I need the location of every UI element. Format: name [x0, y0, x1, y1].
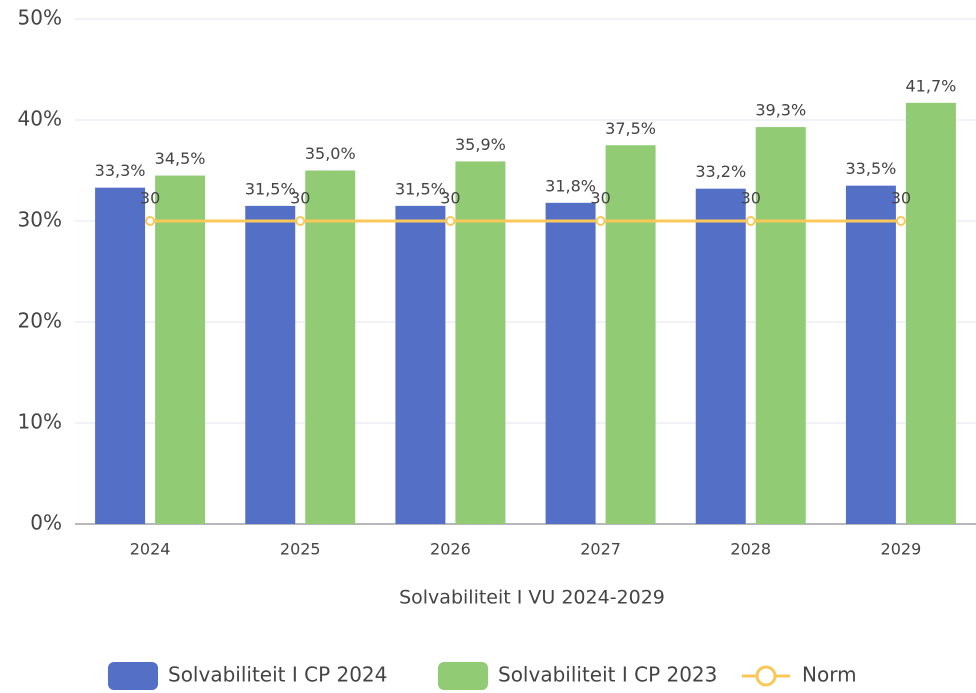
norm-point	[895, 216, 906, 226]
norm-point	[595, 216, 606, 226]
norm-point	[145, 216, 156, 226]
bar	[455, 161, 506, 524]
legend-icon	[438, 662, 488, 690]
x-tick-label: 2029	[881, 540, 922, 559]
norm-point	[745, 216, 756, 226]
bar-value-label: 33,5%	[846, 159, 897, 178]
bar-value-label: 35,9%	[455, 135, 506, 154]
bar-value-label: 31,5%	[395, 179, 446, 198]
y-tick-label: 10%	[18, 410, 62, 434]
legend-icon	[755, 665, 777, 687]
x-tick-label: 2024	[130, 540, 171, 559]
bar-value-label: 41,7%	[906, 76, 957, 95]
bar	[695, 188, 746, 524]
bar	[245, 205, 296, 524]
bar-value-label: 34,5%	[155, 149, 206, 168]
bar-value-label: 33,2%	[695, 162, 746, 181]
bar-value-label: 39,3%	[755, 101, 806, 120]
norm-point	[295, 216, 306, 226]
x-tick-label: 2025	[280, 540, 321, 559]
bar-value-label: 31,5%	[245, 179, 296, 198]
bar-value-label: 35,0%	[305, 144, 356, 163]
legend-label: Norm	[802, 663, 857, 687]
norm-label: 30	[140, 189, 160, 208]
legend-icon	[108, 662, 158, 690]
norm-point	[445, 216, 456, 226]
bar	[305, 170, 356, 524]
bar	[605, 145, 656, 524]
bar	[755, 127, 806, 524]
bar-value-label: 37,5%	[605, 119, 656, 138]
bar	[905, 102, 956, 524]
legend-label: Solvabiliteit I CP 2023	[498, 663, 717, 687]
y-tick-label: 40%	[18, 107, 62, 131]
norm-label: 30	[590, 189, 610, 208]
y-tick-label: 50%	[18, 6, 62, 30]
bar	[845, 185, 896, 524]
bar	[395, 205, 446, 524]
legend-label: Solvabiliteit I CP 2024	[168, 663, 387, 687]
norm-label: 30	[290, 189, 310, 208]
x-tick-label: 2026	[430, 540, 471, 559]
y-tick-label: 30%	[18, 208, 62, 232]
bar-value-label: 31,8%	[545, 176, 596, 195]
bar	[155, 175, 206, 525]
norm-label: 30	[440, 189, 460, 208]
y-tick-label: 0%	[30, 511, 62, 535]
bar-value-label: 33,3%	[95, 161, 146, 180]
bar	[95, 187, 146, 525]
y-tick-label: 20%	[18, 309, 62, 333]
x-axis-label: Solvabiliteit I VU 2024-2029	[399, 587, 665, 609]
x-tick-label: 2028	[730, 540, 771, 559]
x-tick-label: 2027	[580, 540, 621, 559]
norm-label: 30	[891, 189, 911, 208]
norm-label: 30	[741, 189, 761, 208]
bar	[545, 202, 596, 524]
